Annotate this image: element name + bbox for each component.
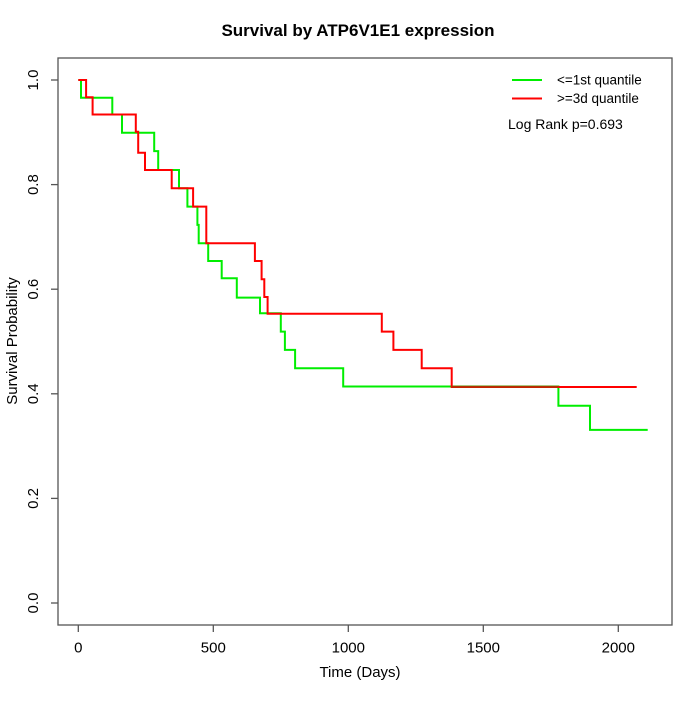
y-axis-label: Survival Probability <box>4 277 21 405</box>
x-tick-label: 1000 <box>332 640 365 657</box>
km-curve-low-expression <box>78 79 648 431</box>
x-tick-label: 500 <box>201 640 226 657</box>
legend: <=1st quantile >=3d quantile Log Rank p=… <box>508 73 642 133</box>
km-curves <box>78 79 648 431</box>
legend-label-third-quantile: >=3d quantile <box>557 91 639 106</box>
y-tick-label: 0.0 <box>25 593 42 614</box>
y-tick-label: 0.6 <box>25 279 42 300</box>
km-curve-high-expression <box>78 79 637 388</box>
y-tick-label: 0.4 <box>25 383 42 404</box>
x-tick-label: 0 <box>74 640 82 657</box>
chart-title: Survival by ATP6V1E1 expression <box>221 21 494 40</box>
y-axis-ticks: 0.0 0.2 0.4 0.6 0.8 1.0 <box>25 70 58 614</box>
y-tick-label: 0.8 <box>25 174 42 195</box>
y-tick-label: 0.2 <box>25 488 42 509</box>
x-tick-label: 2000 <box>602 640 635 657</box>
x-axis-ticks: 0 500 1000 1500 2000 <box>74 625 635 657</box>
log-rank-p-value: Log Rank p=0.693 <box>508 116 623 132</box>
x-axis-label: Time (Days) <box>319 664 400 681</box>
y-tick-label: 1.0 <box>25 70 42 91</box>
plot-box <box>57 57 673 626</box>
x-tick-label: 1500 <box>467 640 500 657</box>
legend-label-first-quantile: <=1st quantile <box>557 73 642 88</box>
